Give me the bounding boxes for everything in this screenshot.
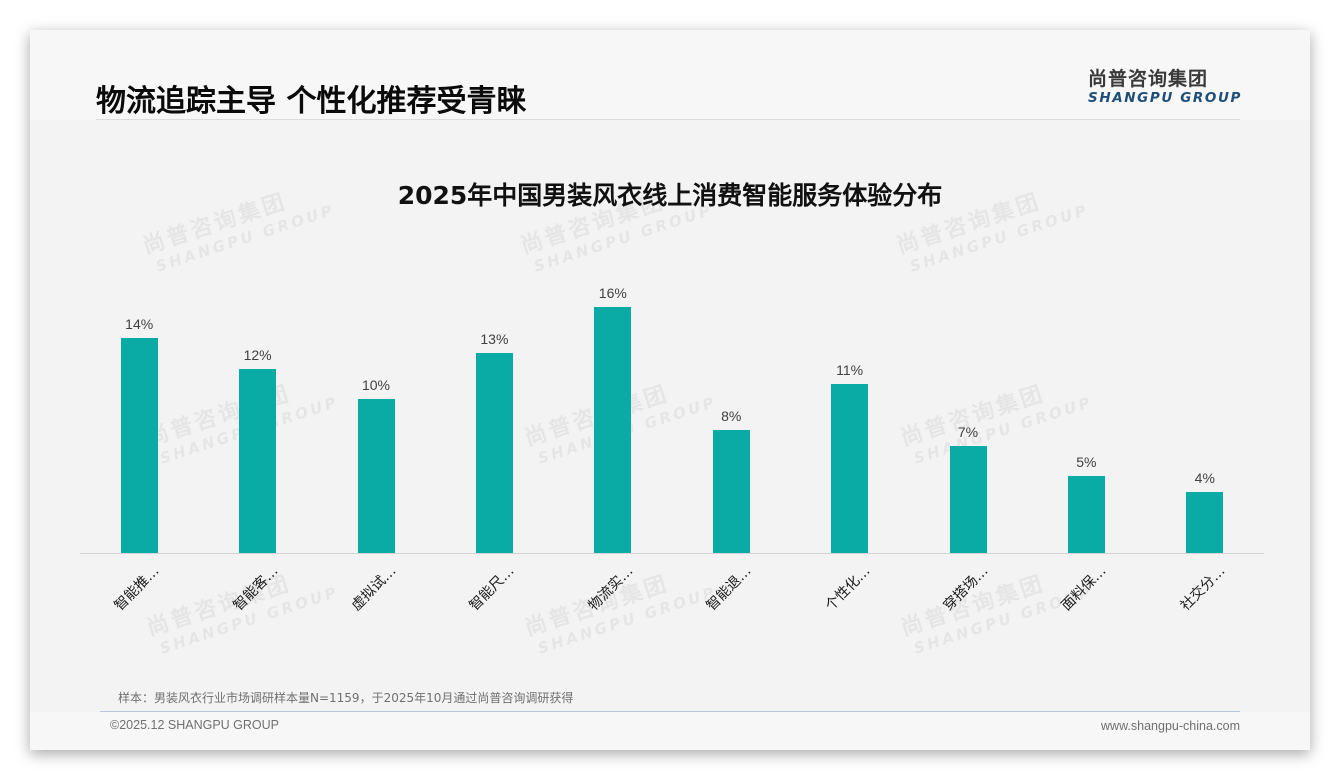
slide: 物流追踪主导 个性化推荐受青睐 尚普咨询集团 SHANGPU GROUP 尚普咨… [30,30,1310,750]
company-logo: 尚普咨询集团 SHANGPU GROUP [1088,64,1248,106]
chart-title: 2025年中国男装风衣线上消费智能服务体验分布 [397,181,943,210]
x-axis-category-label: 智能推… [111,563,163,615]
x-axis-category-label: 物流实… [585,563,637,615]
x-axis-category-label: 智能客… [230,563,282,615]
bar-value-label: 5% [1076,454,1097,470]
bar [1067,476,1105,553]
bar-value-label: 16% [598,285,627,301]
bar-value-label: 13% [480,331,509,347]
bar [949,446,987,553]
bar-chart-plot-area: 14% 12% 10% 13% 16% 8% 11% 7% 5% 4% [80,260,1264,554]
bar-value-label: 14% [125,316,154,332]
x-axis-category-label: 虚拟试… [348,563,400,615]
logo-english-text: SHANGPU GROUP [1088,90,1243,106]
bar [594,307,632,553]
header-divider [96,119,1240,120]
bar-value-label: 11% [836,362,864,378]
bar-value-label: 7% [957,424,979,440]
bar-value-label: 4% [1194,470,1215,486]
bar-value-label: 12% [243,347,272,363]
bar [239,369,277,553]
x-axis-category-label: 个性化… [822,563,874,615]
x-axis-category-label: 穿搭场… [940,563,992,615]
x-axis-category-label: 智能尺… [466,563,518,615]
website-link[interactable]: www.shangpu-china.com [1101,719,1240,733]
header-band [30,30,1310,120]
bar [475,353,513,553]
bar [831,384,869,553]
footer-divider [100,711,1240,712]
sample-note: 样本：男装风衣行业市场调研样本量N=1159，于2025年10月通过尚普咨询调研… [118,691,574,705]
x-axis-category-label: 智能退… [703,563,755,615]
x-axis-line [80,553,1264,554]
footer-band [30,712,1310,750]
logo-chinese-text: 尚普咨询集团 [1088,68,1209,90]
page-title: 物流追踪主导 个性化推荐受青睐 [96,84,527,119]
bar [1186,492,1224,553]
x-axis-category-label: 社交分… [1177,563,1229,615]
x-axis-category-label: 面料保… [1058,563,1110,615]
copyright-text: ©2025.12 SHANGPU GROUP [110,718,279,732]
bar [712,430,750,553]
bar-value-label: 8% [721,408,742,424]
bar-value-label: 10% [361,377,391,393]
bar [357,399,395,553]
bar [120,338,158,553]
